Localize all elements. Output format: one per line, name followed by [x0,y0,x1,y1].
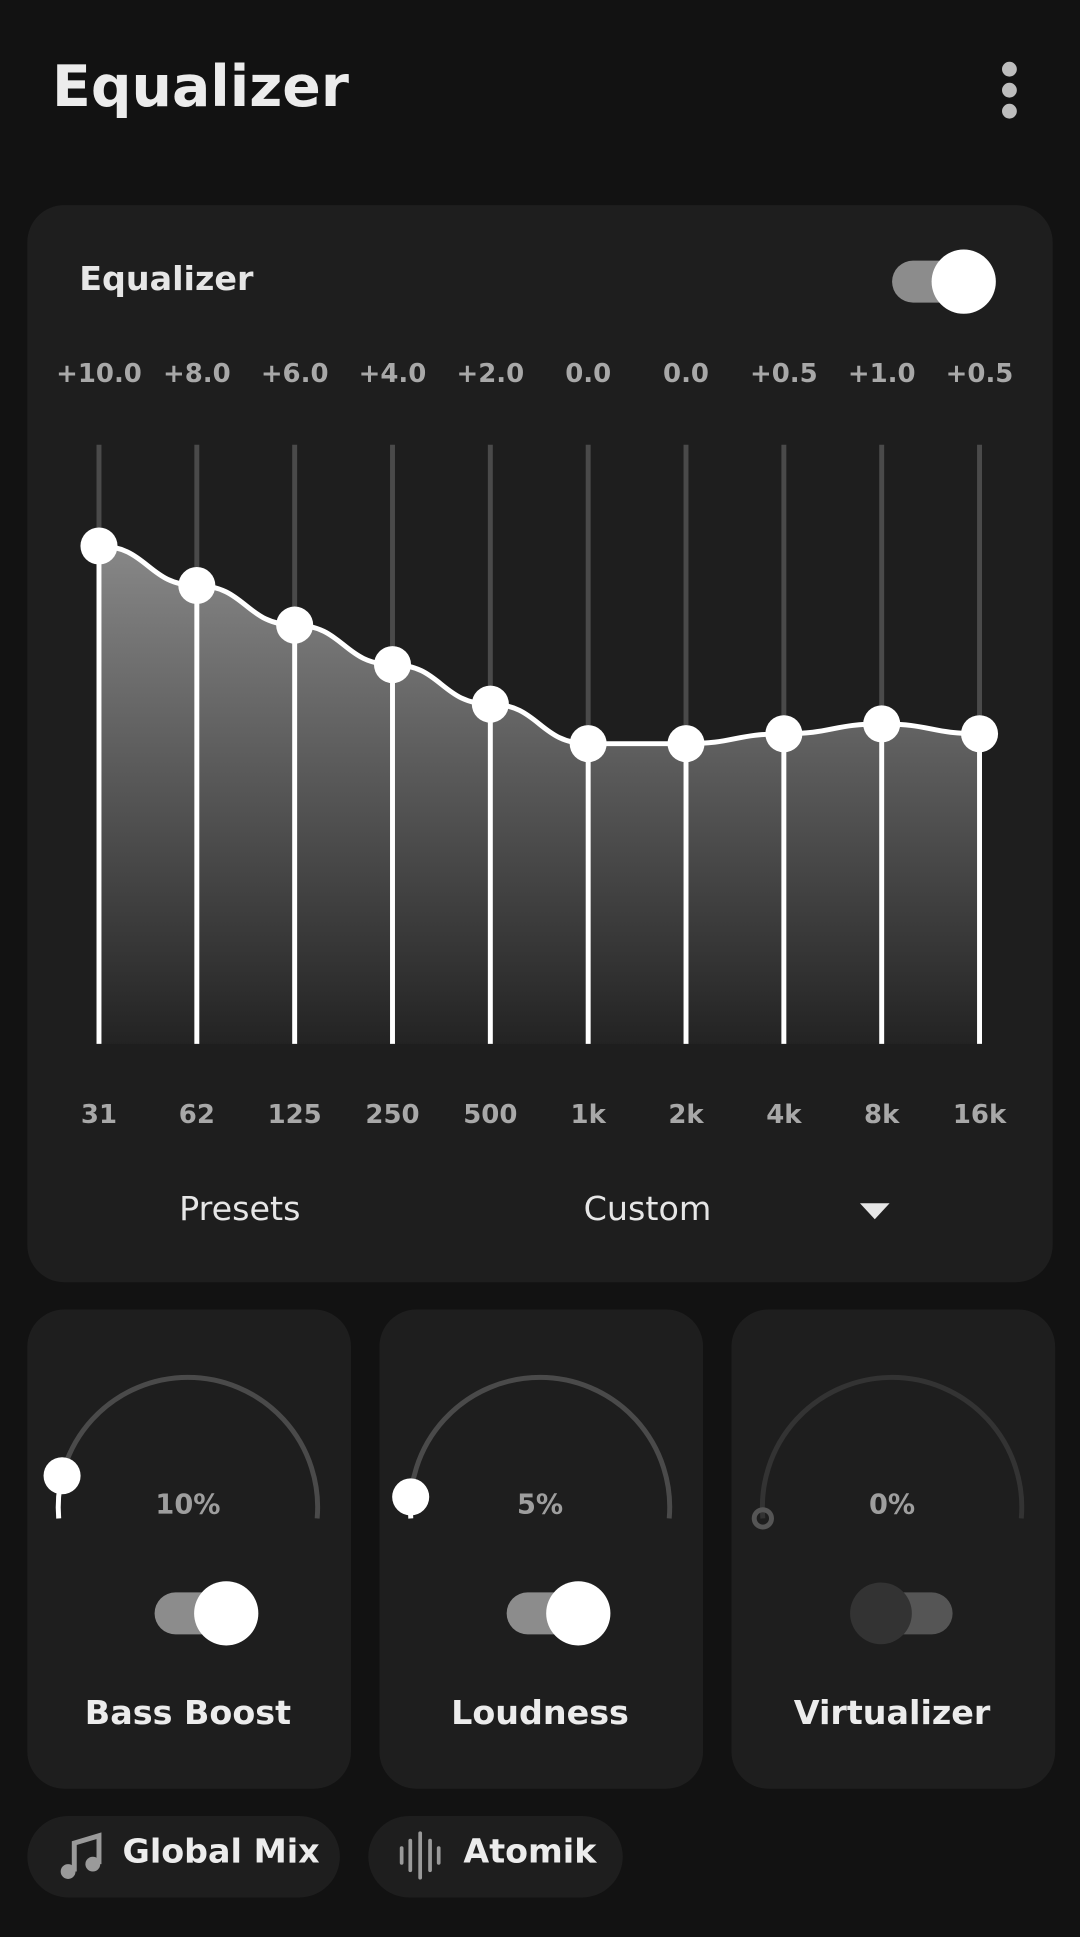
band-frequency: 31 [81,1100,117,1130]
band-handle[interactable] [765,715,803,753]
band-handle[interactable] [373,646,412,684]
band-gain: +10.0 [56,359,142,389]
knob-value: 0% [869,1489,915,1520]
band-frequency: 500 [463,1100,517,1130]
band-gain: +6.0 [261,359,329,389]
band-handle[interactable] [961,715,999,753]
band-handle[interactable] [667,725,705,763]
band-handle[interactable] [178,567,216,605]
band-frequency: 62 [179,1100,215,1130]
effect-name: Virtualizer [794,1693,991,1732]
band-frequency: 2k [668,1100,704,1130]
band-gain: +1.0 [848,359,916,389]
chip[interactable]: Global Mix [27,1815,340,1898]
dropdown-arrow [859,1203,890,1220]
band-handle[interactable] [569,725,607,763]
page-title: Equalizer [52,54,349,120]
band-frequency: 250 [365,1100,419,1130]
band-gain: 0.0 [663,359,709,389]
band-frequency: 16k [953,1100,1007,1130]
knob-value: 10% [155,1489,220,1520]
eq-curve [98,543,980,747]
toggle-thumb [850,1582,912,1645]
music-icon-note [85,1856,101,1872]
chip-bg [27,1815,340,1898]
toggle-thumb [931,249,996,314]
music-icon [71,1832,102,1872]
effect-card [27,1309,351,1789]
band-handle[interactable] [863,705,901,743]
effect-name: Bass Boost [85,1693,291,1732]
band-handle[interactable] [471,685,509,723]
menu-dot [1002,61,1017,77]
presets-label: Presets [179,1189,300,1228]
band-handle[interactable] [276,606,314,644]
preset-value: Custom [584,1189,712,1228]
equalizer-toggle[interactable] [892,249,996,314]
chip-bg [368,1815,623,1898]
knob-arc [759,1374,1025,1519]
chip-label: Global Mix [122,1831,319,1870]
band-gain: +0.5 [750,359,818,389]
band-frequency: 1k [571,1100,607,1130]
effect-name: Loudness [451,1693,629,1732]
more-menu[interactable] [1002,61,1017,119]
chip-label: Atomik [463,1831,597,1870]
band-frequency: 125 [268,1100,322,1130]
menu-dot [1002,103,1017,119]
band-frequency: 4k [766,1100,802,1130]
preset-dropdown[interactable]: Custom [584,1189,890,1228]
knob-handle[interactable] [392,1478,430,1516]
effect-card [379,1309,704,1789]
knob-value: 5% [517,1489,563,1520]
knob-handle[interactable] [751,1507,774,1530]
music-icon-note [60,1864,76,1879]
band-gain: +0.5 [946,359,1014,389]
band-frequency: 8k [864,1100,900,1130]
effect-toggle[interactable] [850,1582,953,1645]
toggle-thumb [194,1581,259,1646]
toggle-thumb [546,1581,611,1646]
band-gain: 0.0 [565,359,611,389]
band-gain: +8.0 [163,359,231,389]
eq-area [98,546,980,1044]
band-gain: +2.0 [456,359,524,389]
effect-toggle[interactable] [506,1581,611,1646]
band-handle[interactable] [80,527,118,565]
equalizer-label: Equalizer [79,259,254,298]
effect-card [731,1309,1056,1789]
effect-toggle[interactable] [154,1581,259,1646]
knob-handle[interactable] [43,1457,81,1495]
knob-arc [55,1374,321,1519]
menu-dot [1002,82,1017,98]
chips: Global Mix Atomik [27,1815,623,1898]
chip[interactable]: Atomik [368,1815,623,1898]
knob-arc [407,1374,673,1519]
band-gain: +4.0 [359,359,427,389]
